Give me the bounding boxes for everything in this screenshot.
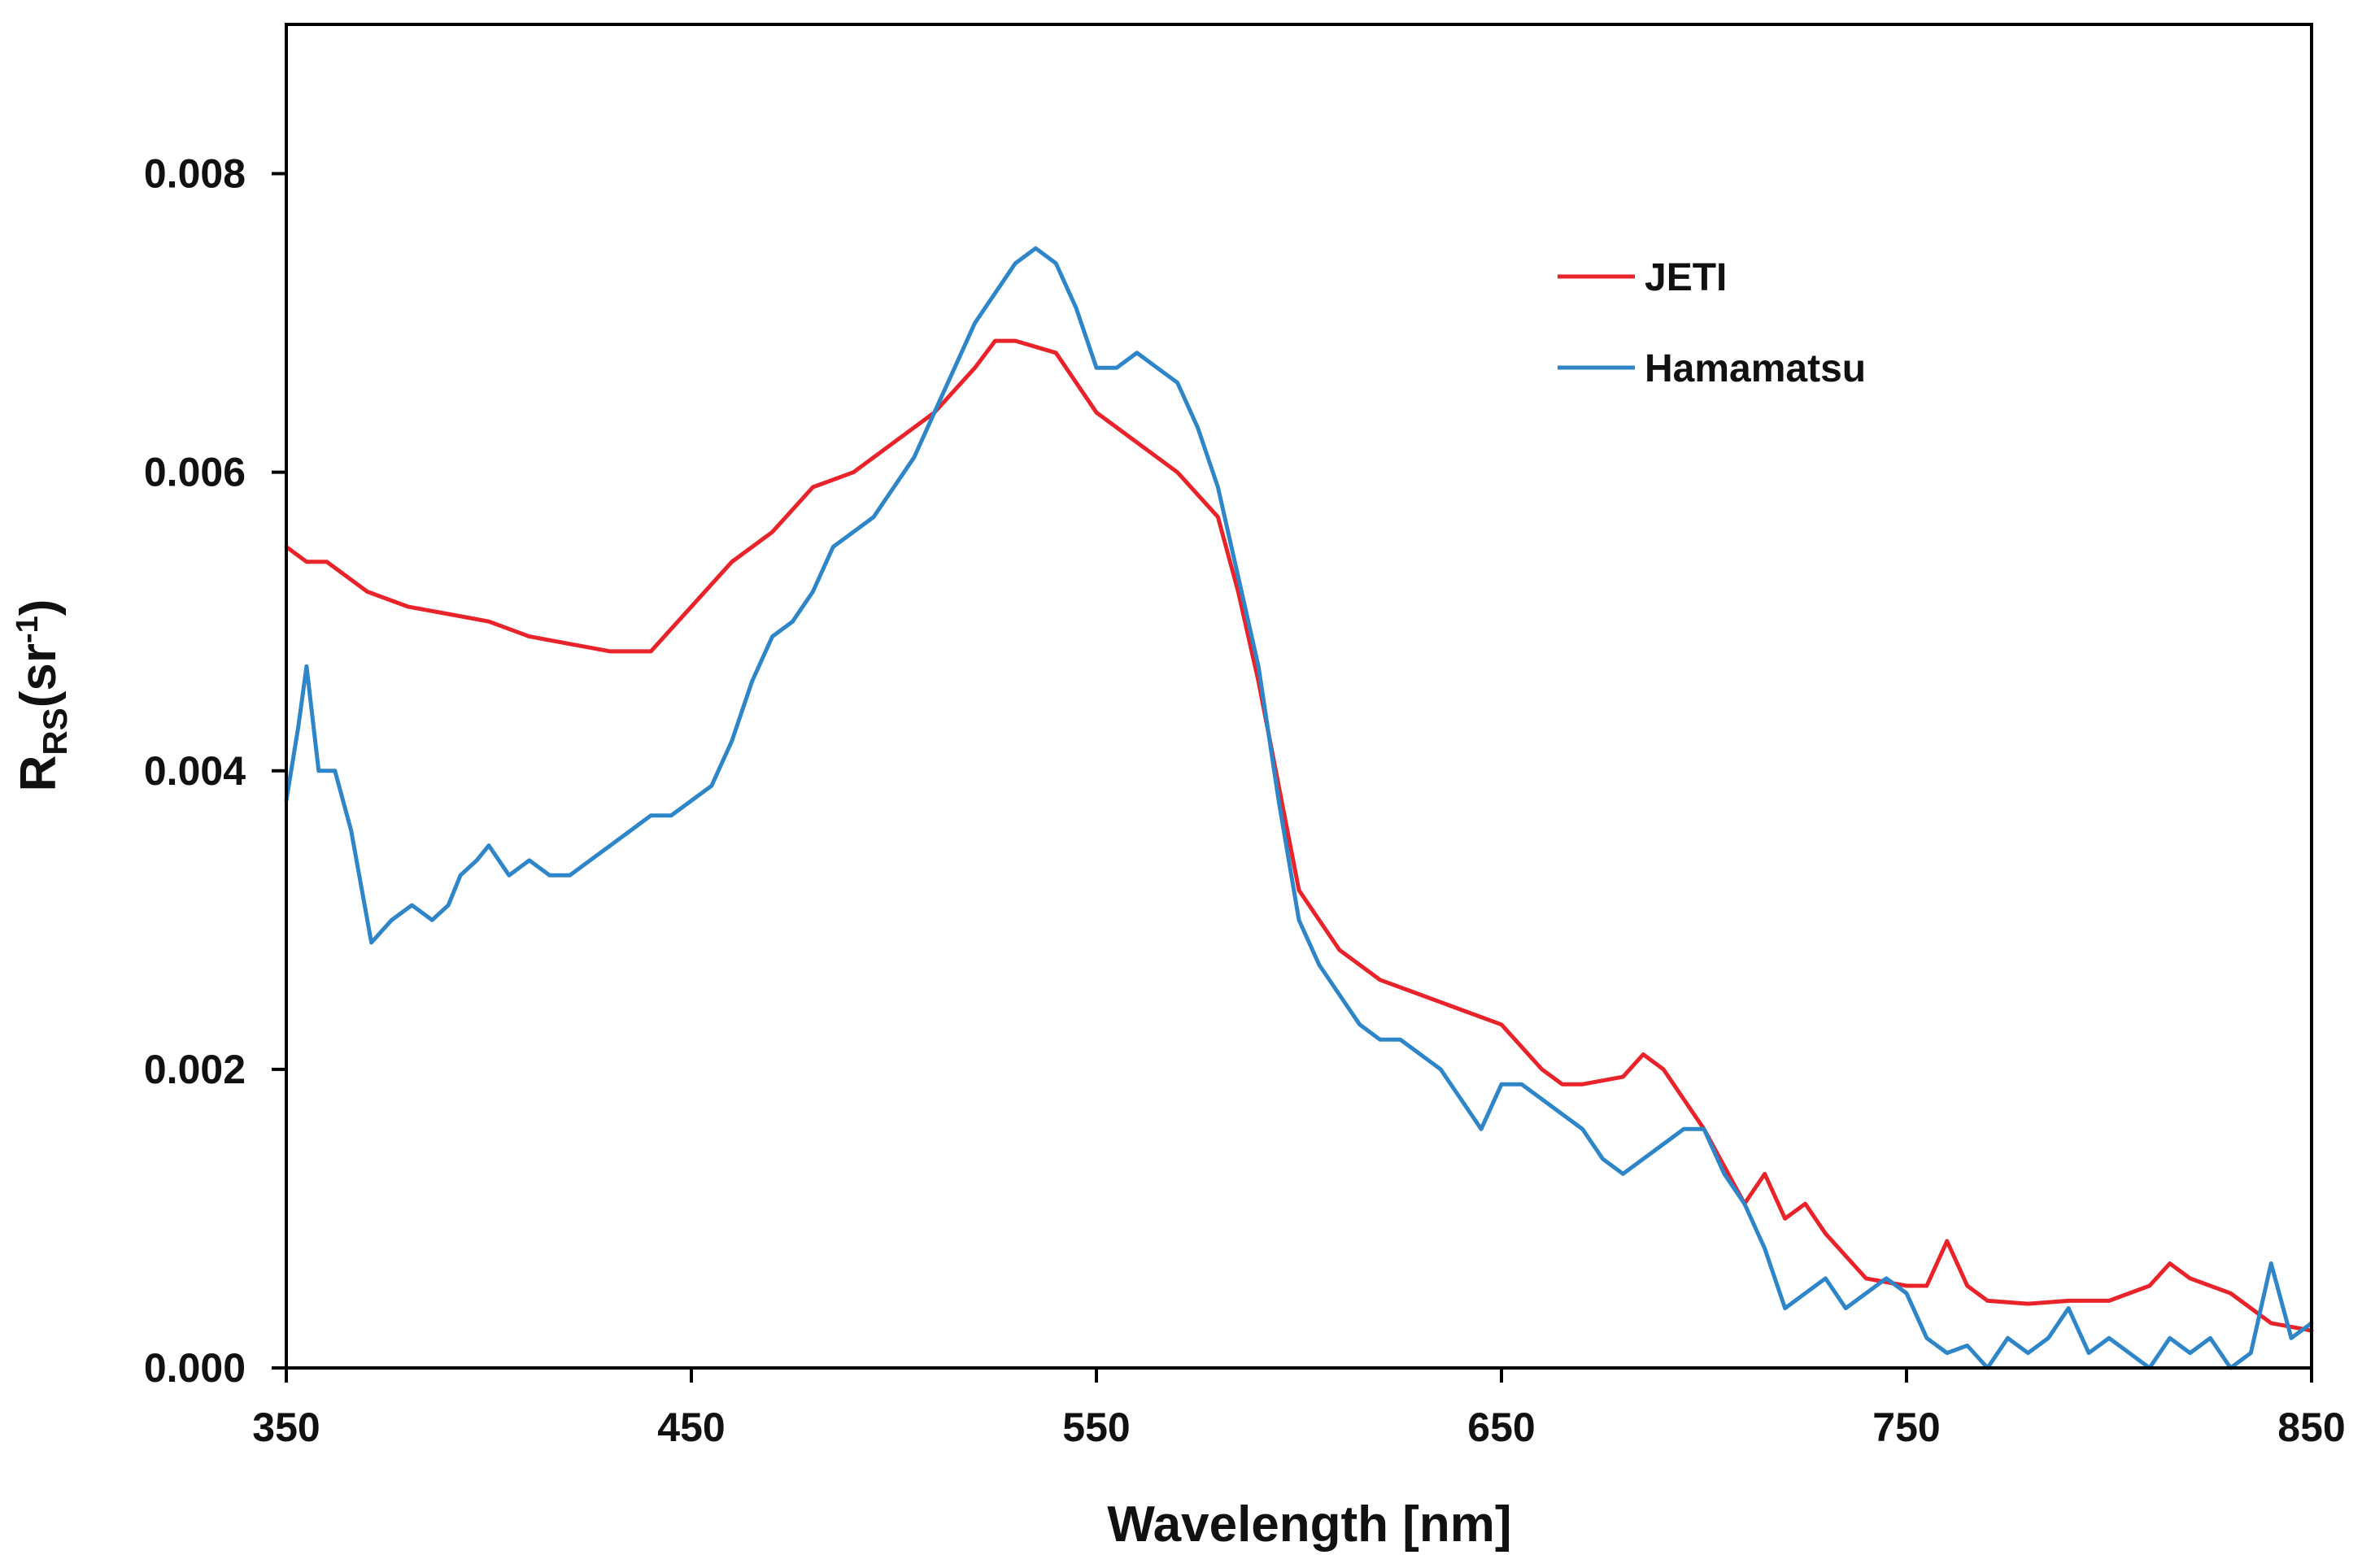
y-axis: 0.000 0.002 0.004 0.006 0.008 (144, 151, 286, 1391)
y-axis-title-open: (sr (11, 643, 67, 708)
x-tick-label: 350 (252, 1405, 320, 1450)
x-tick-label: 750 (1872, 1405, 1940, 1450)
y-axis-title: RRS(sr-1) (11, 599, 74, 792)
series-line-hamamatsu (284, 246, 2314, 1370)
y-tick-label: 0.008 (144, 151, 246, 197)
y-tick-label: 0.000 (144, 1345, 246, 1391)
y-axis-title-superscript: -1 (11, 616, 45, 643)
legend: JETI Hamamatsu (1558, 256, 1866, 390)
y-axis-title-main: R (11, 756, 67, 792)
series-line-jeti (284, 338, 2314, 1333)
legend-label-jeti: JETI (1645, 256, 1727, 299)
x-axis-title: Wavelength [nm] (1107, 1496, 1511, 1553)
x-tick-label: 550 (1062, 1405, 1130, 1450)
y-tick-label: 0.006 (144, 450, 246, 495)
y-tick-label: 0.002 (144, 1047, 246, 1092)
x-tick-label: 450 (657, 1405, 725, 1450)
legend-label-hamamatsu: Hamamatsu (1645, 347, 1866, 390)
series-layer (284, 246, 2314, 1370)
y-axis-title-close: ) (11, 599, 67, 616)
x-tick-label: 850 (2277, 1405, 2345, 1450)
x-axis: 350 450 550 650 750 850 (252, 1368, 2346, 1450)
plot-frame (285, 23, 2313, 1370)
y-axis-title-subscript: RS (36, 708, 74, 755)
x-tick-label: 650 (1467, 1405, 1535, 1450)
y-tick-label: 0.004 (144, 748, 246, 794)
